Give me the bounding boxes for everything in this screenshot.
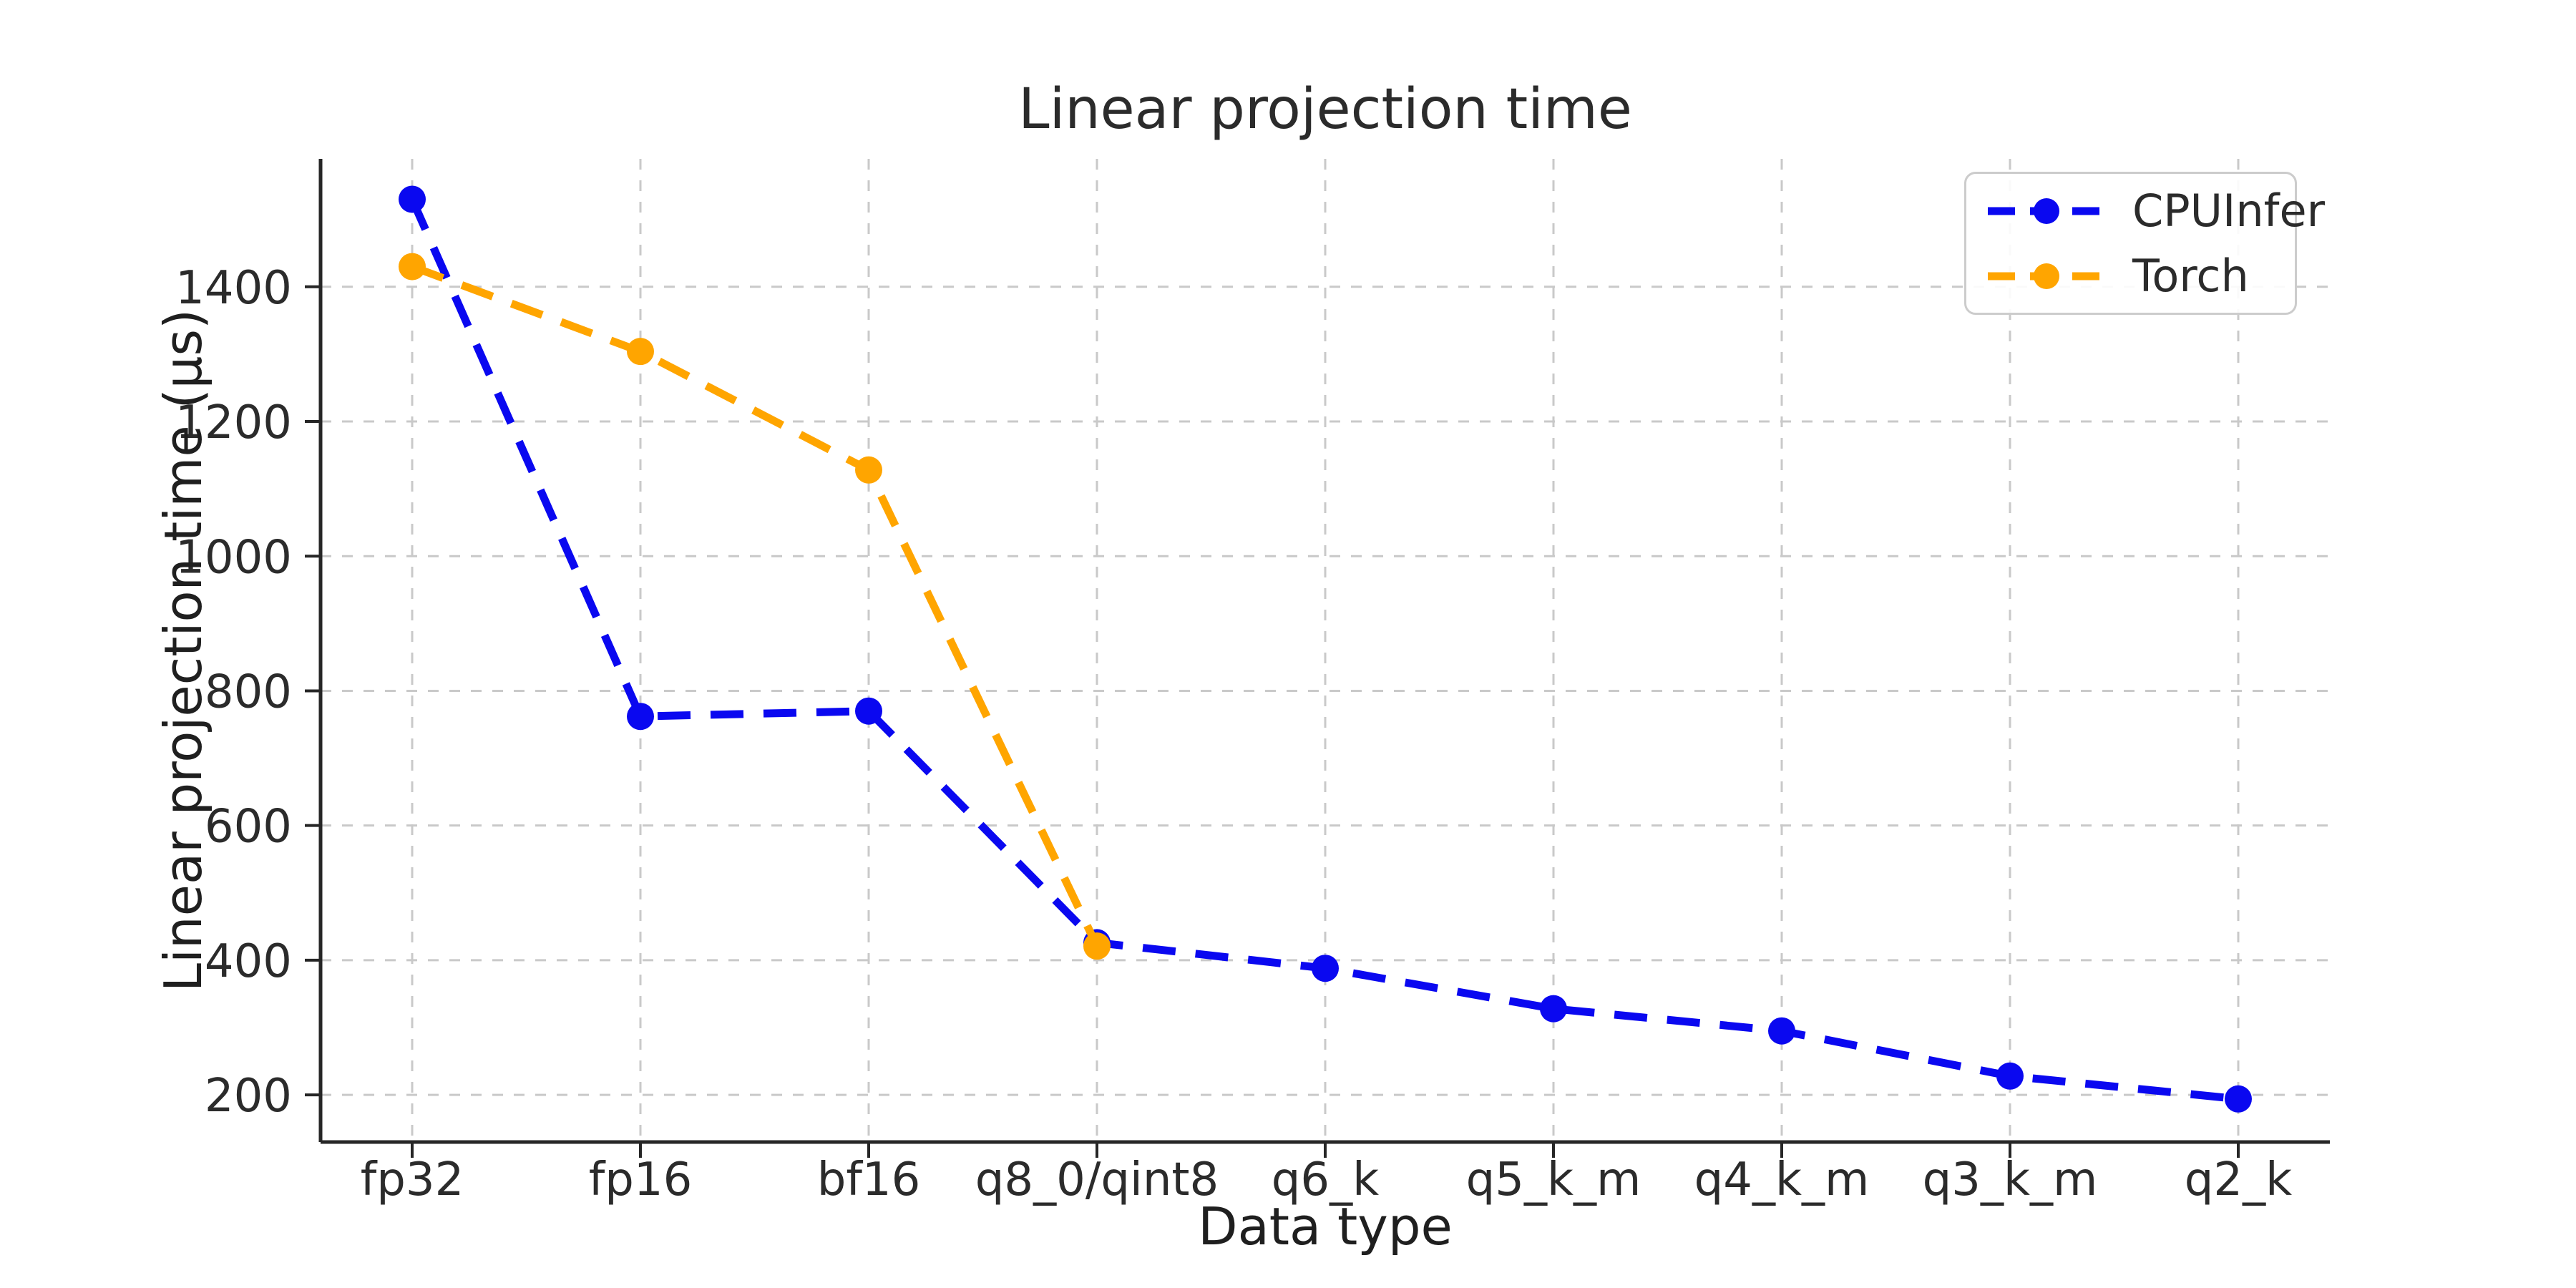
legend-marker-cpuinfer xyxy=(2034,197,2059,224)
data-point-cpuinfer-bf16 xyxy=(855,697,882,725)
legend-entry-cpuinfer: CPUInfer xyxy=(1985,185,2325,237)
legend-marker-torch xyxy=(2034,263,2059,289)
legend-label-cpuinfer: CPUInfer xyxy=(2132,185,2326,237)
y-tick-label: 1000 xyxy=(175,531,292,584)
x-tick-label: q6_k xyxy=(1272,1153,1379,1206)
y-tick-label: 1200 xyxy=(175,396,292,449)
y-tick-label: 400 xyxy=(205,935,292,988)
x-tick-label: q3_k_m xyxy=(1923,1153,2098,1206)
data-point-cpuinfer-q4-k-m xyxy=(1768,1017,1795,1045)
data-point-cpuinfer-q2-k xyxy=(2225,1085,2252,1113)
x-axis-label: Data type xyxy=(1198,1196,1453,1257)
data-point-cpuinfer-q3-k-m xyxy=(1996,1062,2024,1090)
x-tick-label: q2_k xyxy=(2185,1153,2292,1206)
legend-entry-torch: Torch xyxy=(1985,250,2288,302)
data-point-torch-fp16 xyxy=(627,338,654,366)
data-point-torch-fp32 xyxy=(399,253,426,280)
data-point-cpuinfer-fp32 xyxy=(399,185,426,213)
x-tick-label: fp16 xyxy=(589,1153,693,1206)
y-tick-label: 600 xyxy=(205,801,292,854)
data-point-torch-bf16 xyxy=(855,456,882,484)
y-tick-label: 1400 xyxy=(175,262,292,315)
legend-line-sample-torch xyxy=(1988,263,2105,289)
legend-label-torch: Torch xyxy=(2132,250,2249,302)
x-tick-label: q8_0/qint8 xyxy=(975,1153,1219,1206)
y-axis-label: Linear projection time (μs) xyxy=(153,308,213,992)
y-tick-label: 800 xyxy=(205,666,292,719)
data-point-cpuinfer-q5-k-m xyxy=(1540,995,1567,1023)
chart-title: Linear projection time xyxy=(1018,77,1632,142)
data-point-torch-q8-0-qint8 xyxy=(1083,932,1111,960)
y-tick-label: 200 xyxy=(205,1070,292,1123)
x-tick-label: q4_k_m xyxy=(1694,1153,1870,1206)
legend: CPUInfer Torch xyxy=(1964,172,2325,315)
series-line-torch xyxy=(411,263,1101,948)
data-point-cpuinfer-fp16 xyxy=(627,703,654,731)
x-tick-label: bf16 xyxy=(817,1153,921,1206)
x-tick-label: fp32 xyxy=(361,1153,464,1206)
legend-line-sample-cpuinfer xyxy=(1988,197,2105,224)
x-tick-label: q5_k_m xyxy=(1466,1153,1641,1206)
data-point-cpuinfer-q6-k xyxy=(1312,955,1339,982)
